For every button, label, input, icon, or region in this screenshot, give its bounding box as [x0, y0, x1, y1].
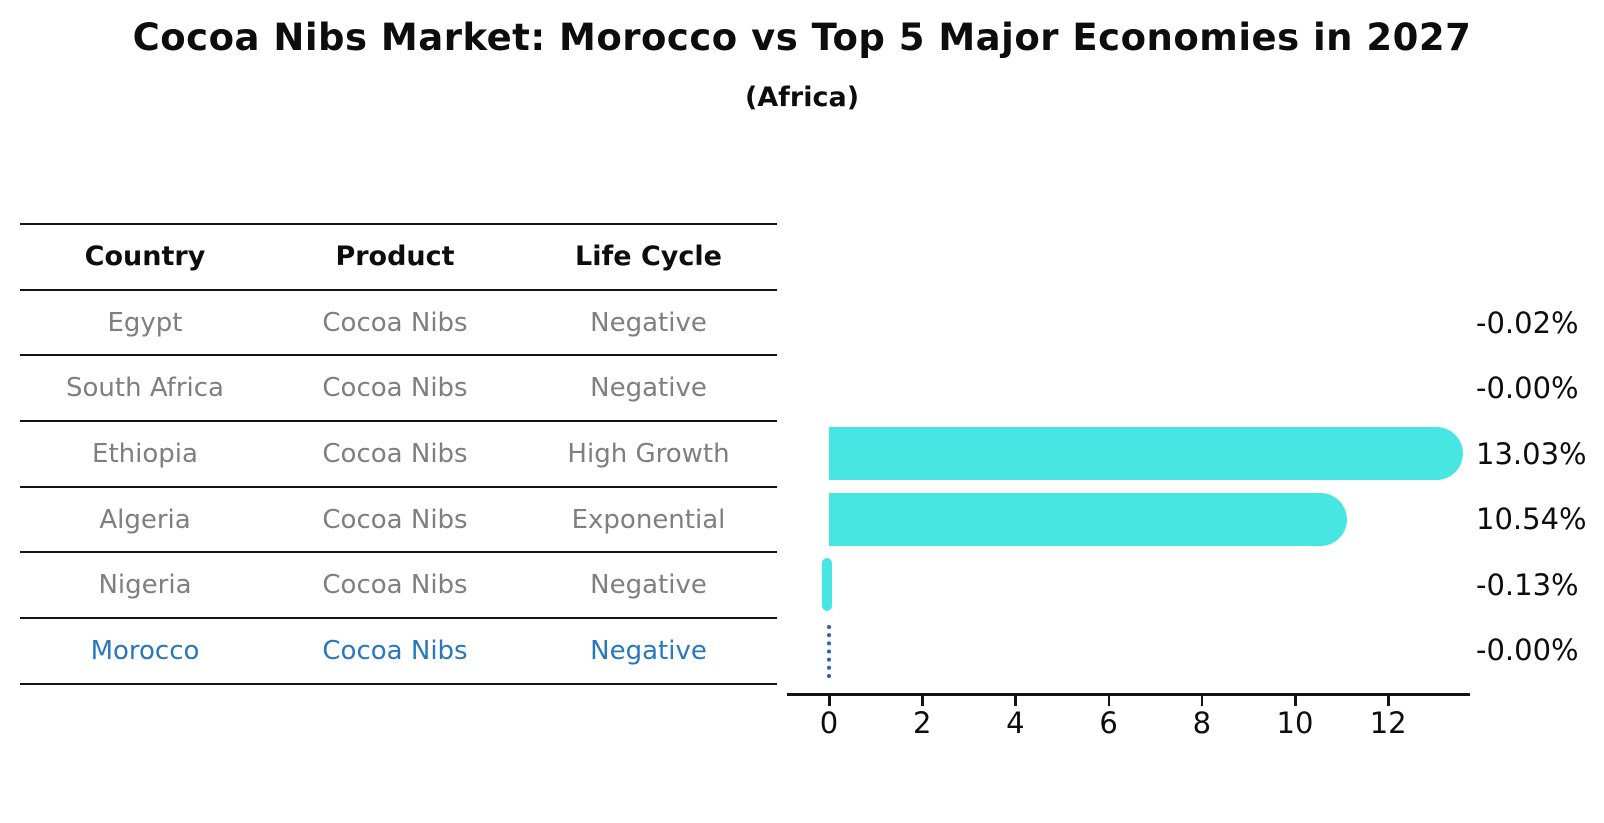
value-label: -0.00% [1476, 633, 1579, 668]
table-cell-product: Cocoa Nibs [322, 307, 468, 338]
table-cell-product: Cocoa Nibs [322, 504, 468, 535]
value-label: 13.03% [1476, 436, 1587, 471]
country-table: Country Product Life Cycle Egypt Cocoa Ni… [20, 223, 777, 685]
table-cell-country: Morocco [90, 635, 200, 666]
table-cell-life-cycle: Negative [590, 635, 707, 666]
bar [829, 427, 1464, 481]
table-row: Morocco Cocoa Nibs Negative [20, 617, 777, 683]
highlight-marker-line [827, 624, 831, 678]
table-cell-life-cycle: Negative [590, 373, 707, 404]
x-axis-tick-label: 10 [1276, 706, 1314, 740]
table-cell-life-cycle: Negative [590, 307, 707, 338]
table-cell-product: Cocoa Nibs [322, 373, 468, 404]
bar [829, 492, 1348, 546]
table-cell-country: South Africa [66, 373, 224, 404]
x-axis-tick [828, 696, 831, 706]
value-label: -0.13% [1476, 567, 1579, 602]
table-cell-life-cycle: High Growth [567, 438, 730, 469]
x-axis-tick-label: 4 [1006, 706, 1025, 740]
x-axis-line [787, 693, 1470, 696]
x-axis-tick [1294, 696, 1297, 706]
value-label: -0.00% [1476, 371, 1579, 406]
table-row: South Africa Cocoa Nibs Negative [20, 354, 777, 420]
x-axis-tick-label: 0 [819, 706, 839, 740]
table-header-product: Product [335, 241, 455, 273]
chart-subtitle: (Africa) [744, 82, 860, 113]
x-axis-tick-label: 8 [1192, 706, 1212, 740]
x-axis-tick [1200, 696, 1204, 706]
x-axis-tick [921, 696, 924, 706]
table-header-country: Country [84, 241, 206, 273]
x-axis-tick [1387, 696, 1390, 706]
x-axis-tick-label: 2 [912, 706, 932, 740]
table-header-life-cycle: Life Cycle [575, 241, 722, 273]
table-cell-product: Cocoa Nibs [322, 635, 468, 666]
chart-title: Cocoa Nibs Market: Morocco vs Top 5 Majo… [132, 16, 1472, 59]
value-label: 10.54% [1476, 502, 1587, 537]
bar-negative [822, 558, 832, 612]
table-cell-country: Ethiopia [92, 438, 198, 469]
table-cell-product: Cocoa Nibs [322, 438, 468, 469]
x-axis-tick [1107, 696, 1111, 706]
table-cell-life-cycle: Negative [590, 570, 707, 601]
x-axis-tick-label: 12 [1369, 706, 1407, 740]
table-cell-country: Nigeria [98, 570, 192, 601]
table-cell-country: Algeria [99, 504, 191, 535]
table-row: Egypt Cocoa Nibs Negative [20, 288, 777, 355]
table-row: Algeria Cocoa Nibs Exponential [20, 485, 777, 552]
table-row: Nigeria Cocoa Nibs Negative [20, 551, 777, 617]
table-cell-product: Cocoa Nibs [322, 570, 468, 601]
table-cell-country: Egypt [107, 307, 183, 338]
x-axis-tick [1014, 696, 1017, 706]
table-header-row: Country Product Life Cycle [20, 223, 777, 289]
table-row: Ethiopia Cocoa Nibs High Growth [20, 420, 777, 486]
table-cell-life-cycle: Exponential [571, 504, 726, 535]
value-label: -0.02% [1476, 305, 1579, 340]
x-axis-tick-label: 6 [1099, 706, 1118, 740]
